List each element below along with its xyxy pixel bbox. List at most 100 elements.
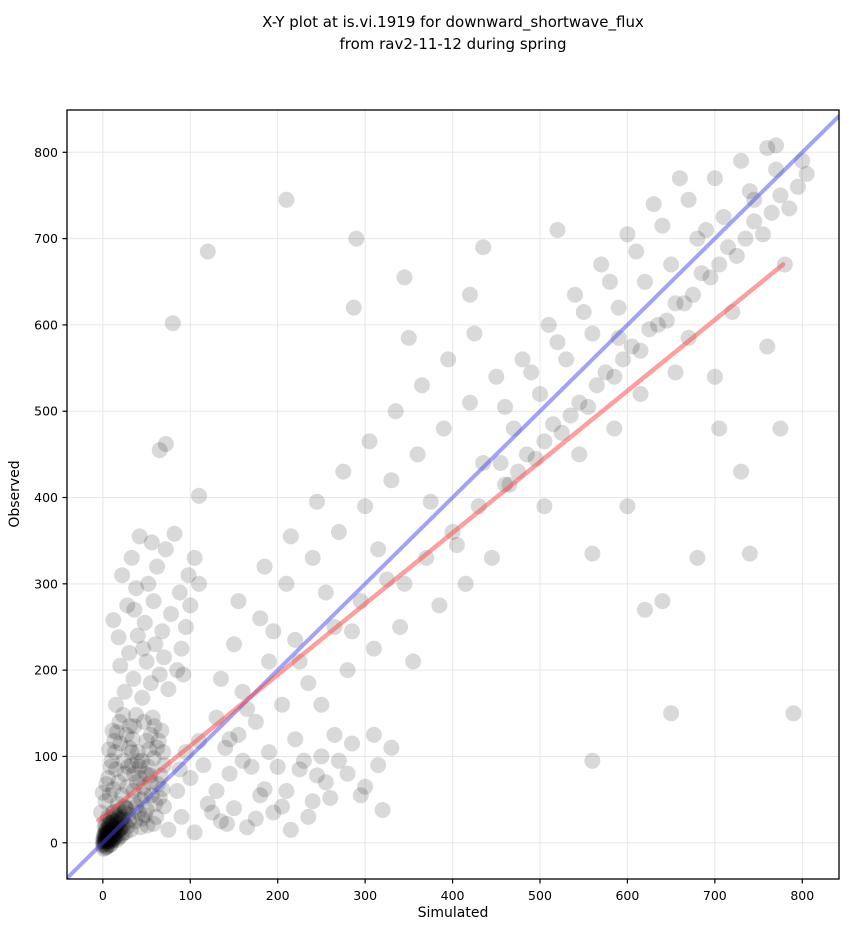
scatter-point <box>230 726 247 743</box>
scatter-point <box>274 696 291 713</box>
scatter-point <box>97 827 114 843</box>
scatter-point <box>615 351 631 368</box>
scatter-point <box>357 498 374 515</box>
scatter-point <box>128 707 145 723</box>
scatter-point <box>706 170 723 187</box>
scatter-point <box>763 204 780 221</box>
scatter-point <box>160 821 177 838</box>
scatter-point <box>457 575 474 592</box>
scatter-point <box>588 377 605 394</box>
scatter-point <box>365 726 382 743</box>
scatter-point <box>199 795 216 812</box>
scatter-point <box>113 827 130 844</box>
y-tick-label: 300 <box>34 576 58 591</box>
scatter-point <box>636 273 653 290</box>
scatter-point <box>107 827 124 843</box>
scatter-point <box>514 351 531 368</box>
scatter-point <box>186 824 203 841</box>
scatter-point <box>199 243 216 260</box>
scatter-point <box>221 731 238 748</box>
chart-title-line1: X-Y plot at is.vi.1919 for downward_shor… <box>262 13 644 31</box>
scatter-point <box>107 744 124 761</box>
scatter-point <box>536 498 553 515</box>
scatter-point <box>138 653 155 670</box>
scatter-point <box>422 493 439 510</box>
scatter-point <box>177 619 194 635</box>
scatter-point <box>309 767 325 784</box>
y-tick-label: 600 <box>34 317 58 332</box>
scatter-point <box>134 810 151 827</box>
scatter-point <box>101 825 117 842</box>
x-tick-label: 300 <box>353 888 377 903</box>
scatter-point <box>122 821 139 838</box>
scatter-point <box>488 368 505 385</box>
scatter-point <box>95 830 112 847</box>
scatter-point <box>180 567 197 584</box>
scatter-point <box>121 718 138 735</box>
scatter-point <box>243 758 260 775</box>
scatter-point <box>110 629 127 646</box>
scatter-point <box>182 597 199 614</box>
scatter-point <box>632 386 649 402</box>
scatter-point <box>274 798 291 815</box>
scatter-point <box>169 783 186 799</box>
scatter-point <box>97 817 114 834</box>
scatter-point <box>414 377 430 394</box>
scatter-point <box>120 806 137 823</box>
scatter-point <box>759 338 776 355</box>
scatter-point <box>100 770 117 786</box>
scatter-point <box>151 789 168 806</box>
scatter-point <box>772 420 789 437</box>
scatter-point <box>339 765 356 782</box>
scatter-point <box>111 713 128 730</box>
scatter-point <box>715 209 732 225</box>
scatter-point <box>575 304 592 320</box>
scatter-point <box>125 670 142 687</box>
y-tick-label: 800 <box>34 145 58 160</box>
scatter-point <box>720 239 736 256</box>
scatter-point <box>300 808 317 825</box>
scatter-point <box>619 226 636 243</box>
scatter-point <box>169 662 186 679</box>
scatter-point <box>400 329 417 346</box>
scatter-point <box>540 316 557 333</box>
scatter-point <box>553 424 570 441</box>
scatter-point <box>247 810 264 827</box>
scatter-point <box>265 623 282 640</box>
one-to-one-line <box>67 114 839 879</box>
scatter-point <box>147 795 164 812</box>
scatter-point <box>108 832 125 849</box>
scatter-point <box>344 623 360 640</box>
scatter-point <box>136 614 153 631</box>
scatter-point <box>567 286 583 303</box>
scatter-point <box>737 230 754 247</box>
scatter-point <box>392 619 409 635</box>
scatter-point <box>580 398 597 415</box>
scatter-point <box>361 433 378 450</box>
scatter-point <box>110 774 127 791</box>
scatter-point <box>145 815 162 832</box>
scatter-point <box>151 666 168 683</box>
x-tick-label: 200 <box>266 888 290 903</box>
scatter-point <box>145 593 162 610</box>
scatter-point <box>584 325 601 342</box>
scatter-point <box>173 808 190 825</box>
scatter-point <box>109 815 126 832</box>
scatter-point <box>606 368 623 385</box>
scatter-point <box>571 446 588 463</box>
scatter-point <box>173 640 190 657</box>
scatter-point <box>118 800 135 817</box>
scatter-point <box>129 744 146 761</box>
scatter-point <box>153 722 170 739</box>
scatter-point <box>126 718 143 735</box>
scatter-point <box>98 827 115 844</box>
scatter-point <box>154 623 171 640</box>
scatter-point <box>497 398 513 415</box>
scatter-point <box>156 649 172 666</box>
scatter-point <box>317 584 334 601</box>
scatter-point <box>164 315 181 332</box>
scatter-point <box>204 804 221 821</box>
scatter-point <box>345 299 362 316</box>
scatter-point <box>536 433 553 450</box>
scatter-point <box>300 675 317 692</box>
